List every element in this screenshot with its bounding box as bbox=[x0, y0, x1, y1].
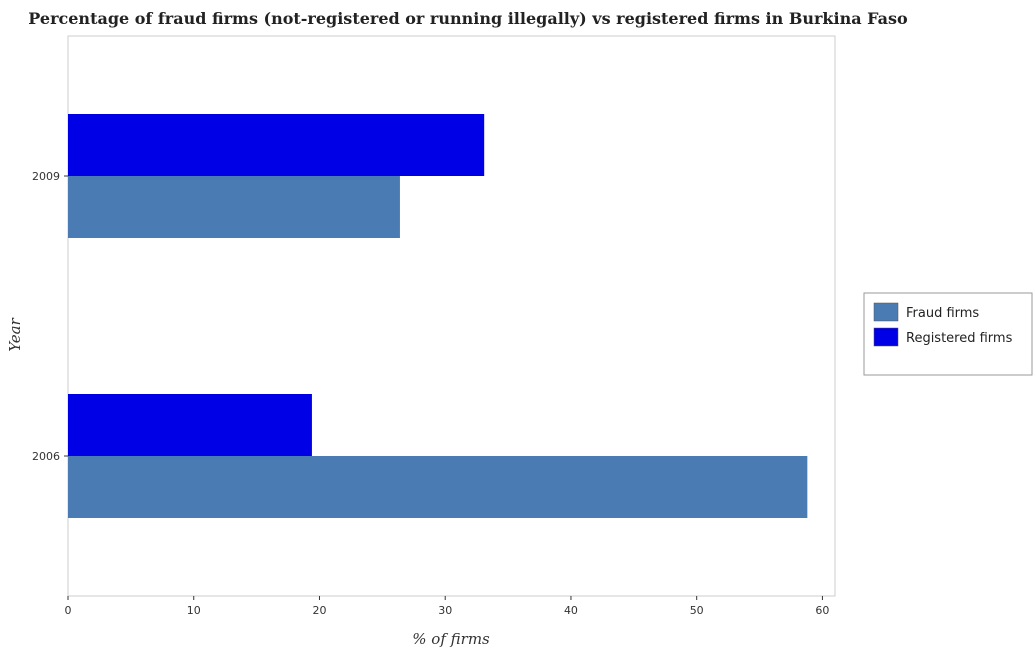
y-axis-label: Year bbox=[6, 317, 24, 351]
x-tick-label: 0 bbox=[65, 604, 72, 617]
legend: Fraud firms Registered firms bbox=[863, 292, 1033, 376]
x-tick-label: 40 bbox=[564, 604, 578, 617]
x-tick-label: 20 bbox=[312, 604, 326, 617]
x-tick-label: 60 bbox=[815, 604, 829, 617]
legend-swatch-fraud-firms bbox=[873, 302, 899, 322]
y-tick-label: 2009 bbox=[32, 170, 60, 183]
bar-registered-firms-2009 bbox=[68, 114, 485, 176]
chart-title: Percentage of fraud firms (not-registere… bbox=[28, 9, 908, 28]
legend-label-fraud-firms: Fraud firms bbox=[906, 306, 979, 321]
x-tick-label: 10 bbox=[187, 604, 201, 617]
plot-frame bbox=[67, 35, 836, 597]
legend-label-registered-firms: Registered firms bbox=[906, 331, 1013, 346]
bar-fraud-firms-2009 bbox=[68, 176, 400, 238]
y-tick-label: 2006 bbox=[32, 450, 60, 463]
x-axis-label: % of firms bbox=[412, 630, 490, 648]
x-tick-label: 50 bbox=[690, 604, 704, 617]
legend-swatch-registered-firms bbox=[873, 327, 899, 347]
bar-registered-firms-2006 bbox=[68, 394, 312, 456]
bar-fraud-firms-2006 bbox=[68, 456, 808, 518]
legend-box bbox=[863, 292, 1033, 376]
plot-area: 2006 2009 0 10 20 30 40 50 60 bbox=[32, 35, 836, 617]
x-tick-label: 30 bbox=[438, 604, 452, 617]
